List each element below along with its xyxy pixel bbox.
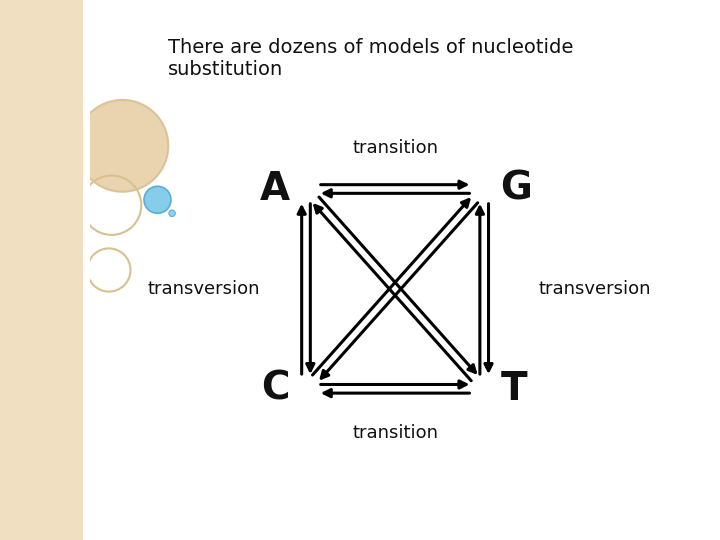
FancyArrowPatch shape [298, 207, 305, 374]
FancyArrowPatch shape [476, 207, 484, 374]
Text: transition: transition [352, 424, 438, 442]
FancyArrowPatch shape [307, 204, 314, 371]
FancyArrowPatch shape [319, 197, 475, 373]
FancyArrowPatch shape [312, 200, 469, 375]
FancyArrowPatch shape [485, 204, 492, 371]
Circle shape [76, 100, 168, 192]
FancyArrowPatch shape [321, 203, 477, 378]
Text: T: T [500, 370, 527, 408]
Text: C: C [261, 370, 289, 408]
Text: transversion: transversion [539, 280, 651, 298]
Text: A: A [260, 170, 289, 208]
Circle shape [168, 210, 176, 217]
Text: transversion: transversion [147, 280, 260, 298]
Circle shape [144, 186, 171, 213]
FancyArrowPatch shape [320, 181, 466, 188]
FancyArrowPatch shape [315, 205, 471, 381]
Text: There are dozens of models of nucleotide
substitution: There are dozens of models of nucleotide… [168, 38, 574, 79]
Text: G: G [500, 170, 532, 208]
Text: transition: transition [352, 139, 438, 157]
FancyArrowPatch shape [324, 389, 469, 397]
FancyArrowPatch shape [324, 190, 469, 197]
FancyArrowPatch shape [320, 381, 466, 388]
